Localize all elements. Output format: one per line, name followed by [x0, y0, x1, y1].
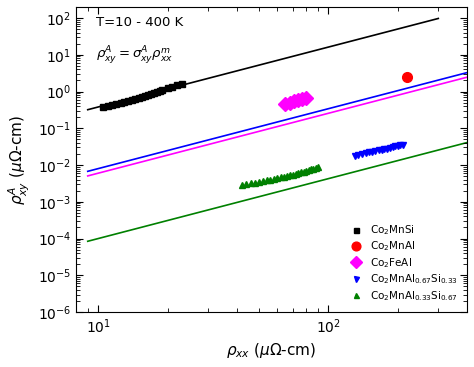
Text: T=10 - 400 K: T=10 - 400 K [96, 16, 183, 29]
Legend: Co$_2$MnSi, Co$_2$MnAl, Co$_2$FeAl, Co$_2$MnAl$_{0.67}$Si$_{0.33}$, Co$_2$MnAl$_: Co$_2$MnSi, Co$_2$MnAl, Co$_2$FeAl, Co$_… [342, 219, 462, 307]
X-axis label: $\rho_{xx}$ ($\mu\Omega$-cm): $\rho_{xx}$ ($\mu\Omega$-cm) [227, 341, 317, 360]
Y-axis label: $\rho_{xy}^A$ ($\mu\Omega$-cm): $\rho_{xy}^A$ ($\mu\Omega$-cm) [7, 115, 32, 205]
Text: $\rho_{xy}^A=\sigma_{xy}^A\rho_{xx}^m$: $\rho_{xy}^A=\sigma_{xy}^A\rho_{xx}^m$ [96, 44, 173, 66]
